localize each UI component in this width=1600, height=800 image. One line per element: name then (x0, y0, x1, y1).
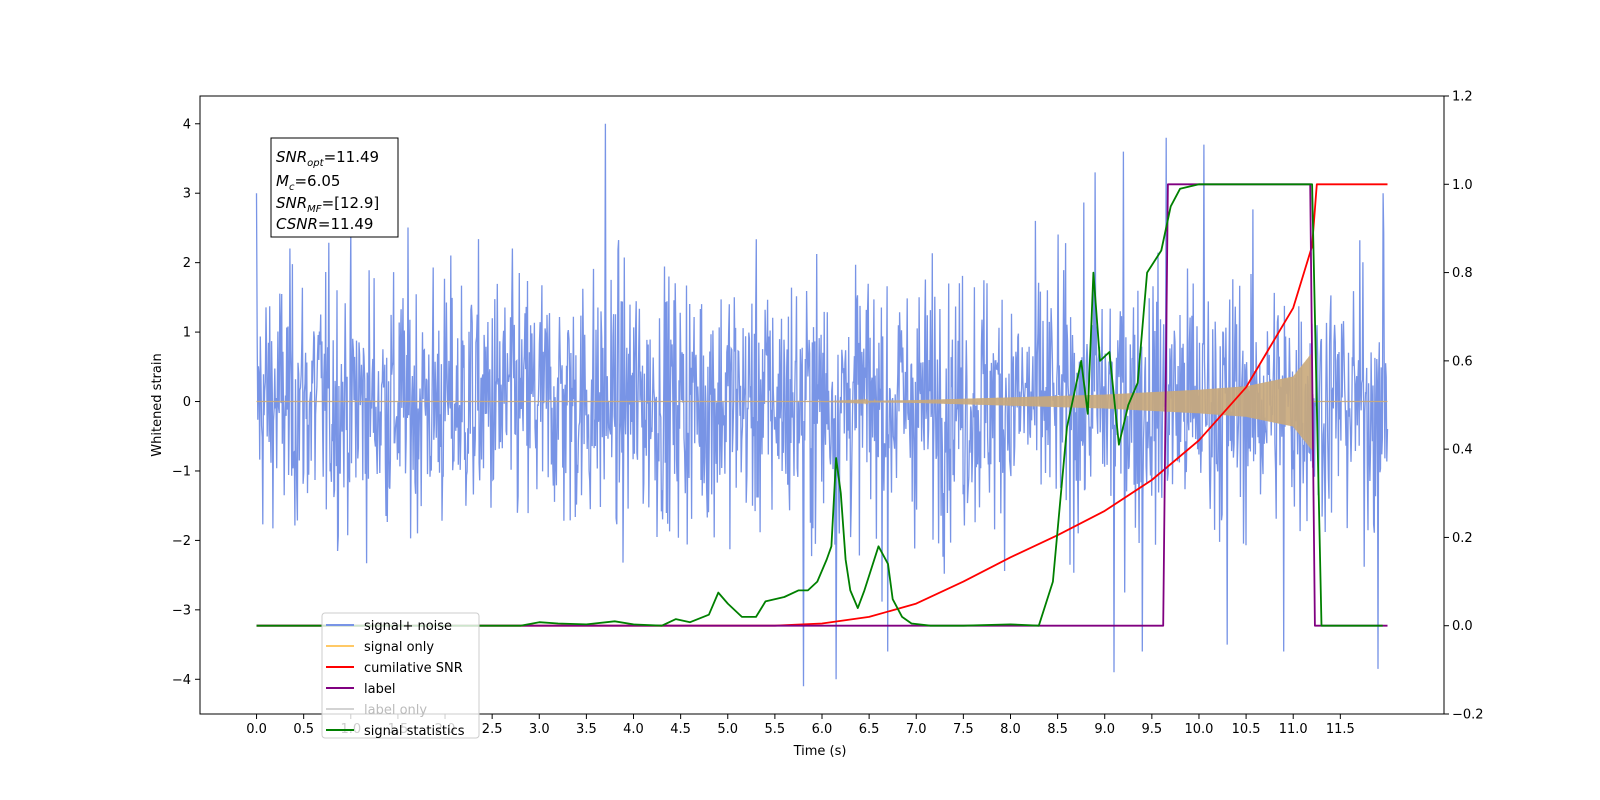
y2-tick-label: 0.6 (1452, 354, 1473, 369)
annotation-line: SNRMF=[12.9] (276, 194, 379, 215)
annotation-sub: MF (307, 204, 322, 215)
y2-tick-label: 0.0 (1452, 619, 1473, 634)
signal-statistics-line (256, 183, 1383, 627)
annotation-value: =11.49 (318, 215, 374, 233)
legend-label: signal only (364, 640, 434, 655)
x-tick-label: 0.0 (246, 722, 267, 737)
y-tick-label: −2 (172, 534, 191, 549)
x-tick-label: 8.0 (1000, 722, 1021, 737)
legend-label: label only (364, 703, 427, 718)
x-tick-label: 10.0 (1184, 722, 1213, 737)
y-tick-label: −4 (172, 673, 191, 688)
legend-label: signal+ noise (364, 619, 452, 634)
legend: signal+ noise signal only cumilative SNR la… (321, 612, 480, 739)
annotation-value: =6.05 (294, 172, 340, 190)
plot-area (255, 123, 1389, 687)
x-axis-label: Time (s) (793, 744, 847, 759)
legend-label: label (364, 682, 395, 697)
y2-tick-label: 0.4 (1452, 443, 1473, 458)
annotation-sub: c (289, 182, 295, 193)
x-tick-label: 9.5 (1142, 722, 1163, 737)
annotation-line: CSNR=11.49 (276, 215, 373, 233)
x-tick-label: 5.5 (765, 722, 786, 737)
annotation-line: Mc=6.05 (276, 172, 340, 193)
x-tick-label: 6.5 (859, 722, 880, 737)
annotation-base: SNR (276, 148, 307, 166)
y-tick-label: −3 (172, 603, 191, 618)
y2-tick-label: 0.2 (1452, 531, 1473, 546)
x-tick-label: 2.5 (482, 722, 503, 737)
x-tick-label: 8.5 (1047, 722, 1068, 737)
annotation-base: CSNR (276, 215, 318, 233)
annotation-line: SNRopt=11.49 (276, 148, 379, 169)
y-tick-label: 4 (183, 117, 191, 132)
annotation-value: =[12.9] (322, 194, 380, 212)
annotation-sub: opt (307, 158, 324, 169)
x-tick-label: 7.0 (906, 722, 927, 737)
y-tick-label: 2 (183, 256, 191, 271)
x-tick-label: 10.5 (1232, 722, 1261, 737)
y-tick-label: 1 (183, 326, 191, 341)
y-tick-label: 3 (183, 187, 191, 202)
annotation-value: =11.49 (324, 148, 380, 166)
x-tick-label: 11.5 (1326, 722, 1355, 737)
y2-tick-label: 1.2 (1452, 90, 1473, 105)
x-tick-label: 11.0 (1279, 722, 1308, 737)
annotation-base: M (276, 172, 289, 190)
x-tick-label: 6.0 (812, 722, 833, 737)
cumulative-snr-line (256, 183, 1388, 627)
x-tick-label: 7.5 (953, 722, 974, 737)
legend-label: signal statistics (364, 724, 465, 739)
y2-tick-label: −0.2 (1452, 708, 1484, 723)
x-tick-label: 4.0 (623, 722, 644, 737)
signal-noise-line (255, 123, 1389, 687)
right-axis: 1.2 1.0 0.8 0.6 0.4 0.2 0.0 −0.2 (1444, 90, 1484, 723)
x-tick-label: 0.5 (293, 722, 314, 737)
signal-only-line (256, 353, 1388, 450)
y-tick-label: 0 (183, 395, 191, 410)
legend-box (321, 612, 480, 739)
y-tick-label: −1 (172, 464, 191, 479)
x-tick-label: 3.0 (529, 722, 550, 737)
left-axis: 4 3 2 1 0 −1 −2 −3 −4 (172, 117, 200, 688)
y-axis-label: Whitened strain (150, 353, 165, 456)
x-tick-label: 5.0 (717, 722, 738, 737)
annotation-box: SNRopt=11.49 Mc=6.05 SNRMF=[12.9] CSNR=1… (270, 137, 399, 238)
x-tick-label: 3.5 (576, 722, 597, 737)
y2-tick-label: 0.8 (1452, 266, 1473, 281)
legend-label: cumilative SNR (364, 661, 463, 676)
y2-tick-label: 1.0 (1452, 178, 1473, 193)
annotation-base: SNR (276, 194, 307, 212)
x-tick-label: 9.0 (1094, 722, 1115, 737)
x-tick-label: 4.5 (670, 722, 691, 737)
